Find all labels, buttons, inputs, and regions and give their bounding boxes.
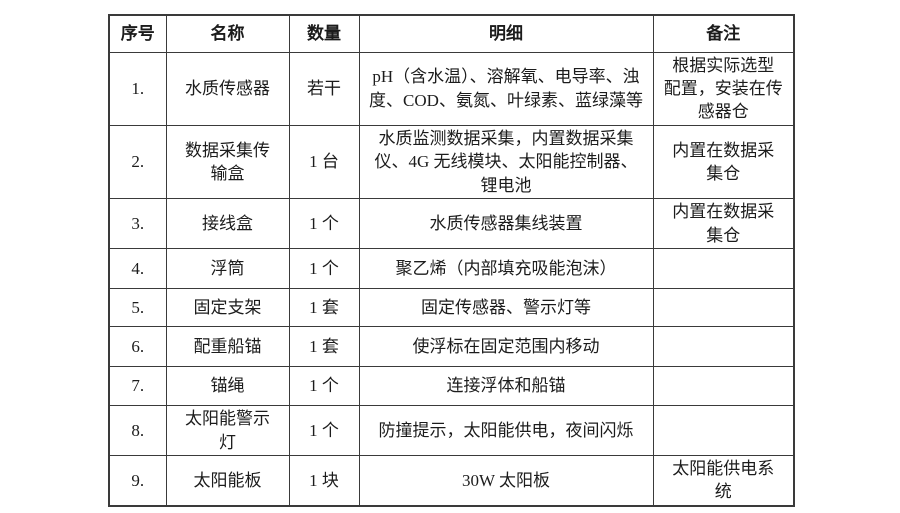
table-row: 4. 浮筒 1 个 聚乙烯（内部填充吸能泡沫）: [108, 248, 795, 290]
cell-detail: 水质监测数据采集，内置数据采集 仪、4G 无线模块、太阳能控制器、 锂电池: [358, 124, 654, 200]
cell-note: 根据实际选型 配置，安装在传 感器仓: [652, 51, 795, 126]
column-header-name: 名称: [165, 14, 290, 53]
cell-name: 接线盒: [165, 198, 290, 250]
table-row: 8. 太阳能警示 灯 1 个 防撞提示，太阳能供电，夜间闪烁: [108, 405, 795, 457]
cell-qty: 若干: [288, 51, 360, 126]
cell-qty: 1 个: [288, 198, 360, 250]
cell-detail: 水质传感器集线装置: [358, 198, 654, 250]
table-row: 2. 数据采集传 输盒 1 台 水质监测数据采集，内置数据采集 仪、4G 无线模…: [108, 124, 795, 200]
cell-detail: 30W 太阳板: [358, 455, 654, 507]
cell-no: 4.: [108, 248, 167, 290]
cell-name: 配重船锚: [165, 326, 290, 368]
table-row: 5. 固定支架 1 套 固定传感器、警示灯等: [108, 288, 795, 328]
cell-note: [652, 366, 795, 407]
table-row: 1. 水质传感器 若干 pH（含水温）、溶解氧、电导率、浊 度、COD、氨氮、叶…: [108, 51, 795, 126]
cell-detail: 使浮标在固定范围内移动: [358, 326, 654, 368]
cell-note: [652, 326, 795, 368]
cell-name: 浮筒: [165, 248, 290, 290]
table-row: 3. 接线盒 1 个 水质传感器集线装置 内置在数据采 集仓: [108, 198, 795, 250]
cell-note: [652, 248, 795, 290]
cell-qty: 1 个: [288, 366, 360, 407]
cell-detail: 聚乙烯（内部填充吸能泡沫）: [358, 248, 654, 290]
cell-note: [652, 288, 795, 328]
cell-no: 5.: [108, 288, 167, 328]
table-row: 9. 太阳能板 1 块 30W 太阳板 太阳能供电系 统: [108, 455, 795, 507]
cell-qty: 1 台: [288, 124, 360, 200]
cell-name: 水质传感器: [165, 51, 290, 126]
table-row: 7. 锚绳 1 个 连接浮体和船锚: [108, 366, 795, 407]
cell-qty: 1 个: [288, 248, 360, 290]
cell-qty: 1 套: [288, 326, 360, 368]
cell-name: 固定支架: [165, 288, 290, 328]
cell-qty: 1 套: [288, 288, 360, 328]
cell-no: 7.: [108, 366, 167, 407]
cell-no: 6.: [108, 326, 167, 368]
column-header-qty: 数量: [288, 14, 360, 53]
column-header-note: 备注: [652, 14, 795, 53]
equipment-list-table: 序号 名称 数量 明细 备注 1. 水质传感器 若干 pH（含水温）、溶解氧、电…: [108, 14, 795, 507]
column-header-no: 序号: [108, 14, 167, 53]
cell-qty: 1 块: [288, 455, 360, 507]
cell-no: 8.: [108, 405, 167, 457]
cell-no: 2.: [108, 124, 167, 200]
cell-note: [652, 405, 795, 457]
cell-detail: 连接浮体和船锚: [358, 366, 654, 407]
table-row: 6. 配重船锚 1 套 使浮标在固定范围内移动: [108, 326, 795, 368]
cell-no: 3.: [108, 198, 167, 250]
cell-name: 太阳能板: [165, 455, 290, 507]
column-header-detail: 明细: [358, 14, 654, 53]
cell-note: 内置在数据采 集仓: [652, 198, 795, 250]
cell-note: 太阳能供电系 统: [652, 455, 795, 507]
cell-name: 锚绳: [165, 366, 290, 407]
cell-detail: pH（含水温）、溶解氧、电导率、浊 度、COD、氨氮、叶绿素、蓝绿藻等: [358, 51, 654, 126]
cell-detail: 防撞提示，太阳能供电，夜间闪烁: [358, 405, 654, 457]
cell-no: 9.: [108, 455, 167, 507]
cell-detail: 固定传感器、警示灯等: [358, 288, 654, 328]
cell-no: 1.: [108, 51, 167, 126]
cell-name: 数据采集传 输盒: [165, 124, 290, 200]
cell-qty: 1 个: [288, 405, 360, 457]
cell-note: 内置在数据采 集仓: [652, 124, 795, 200]
table-header-row: 序号 名称 数量 明细 备注: [108, 14, 795, 53]
cell-name: 太阳能警示 灯: [165, 405, 290, 457]
